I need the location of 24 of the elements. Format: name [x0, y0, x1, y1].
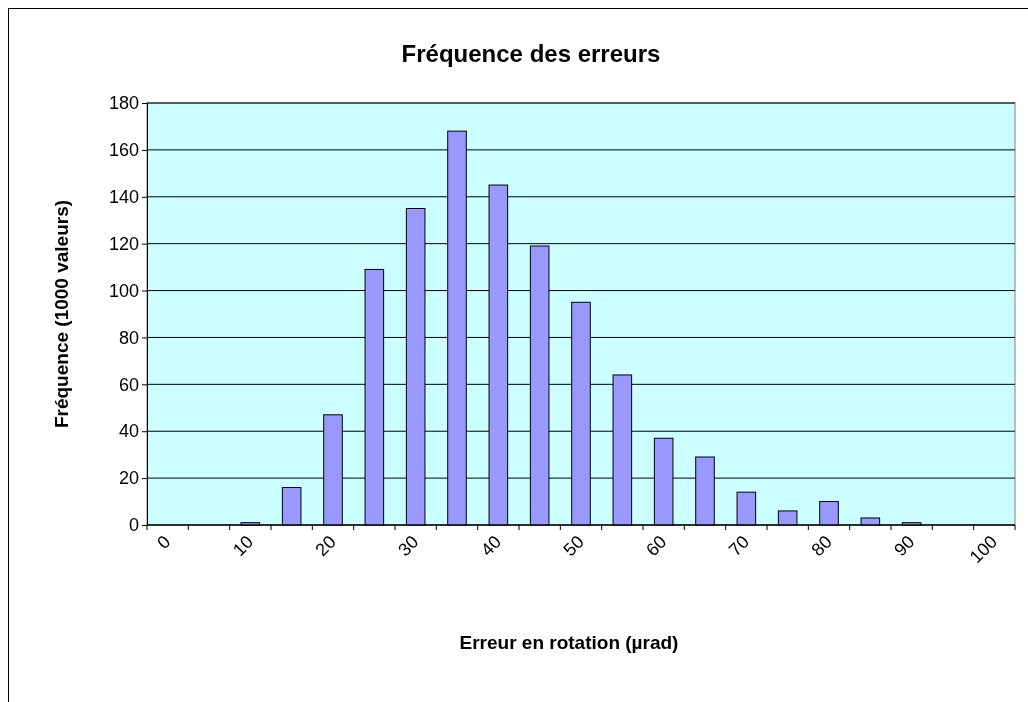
y-tick-label: 60 [118, 374, 139, 395]
y-tick-label: 100 [108, 280, 139, 301]
y-tick-label: 80 [118, 327, 139, 348]
x-axis-title: Erreur en rotation (µrad) [459, 632, 679, 653]
y-axis-title: Fréquence (1000 valeurs) [51, 199, 72, 429]
x-tick-label: 100 [965, 531, 1002, 568]
x-tick-label: 40 [476, 531, 506, 560]
x-tick-label: 50 [559, 531, 588, 560]
y-tick-label: 40 [118, 421, 139, 442]
x-tick-label: 90 [890, 531, 919, 560]
x-tick-label: 20 [311, 531, 340, 560]
x-tick-label: 60 [642, 531, 671, 560]
y-tick-label: 20 [118, 468, 139, 489]
y-tick-label: 180 [108, 93, 139, 114]
x-tick-label: 70 [724, 531, 754, 560]
y-tick-label: 0 [128, 515, 139, 536]
y-tick-label: 160 [108, 140, 139, 161]
y-tick-label: 140 [108, 187, 139, 208]
y-tick-label: 120 [108, 233, 139, 254]
x-tick-label: 0 [153, 531, 175, 553]
x-tick-label: 30 [394, 531, 423, 560]
chart-title: Fréquence des erreurs [401, 40, 661, 67]
x-tick-label: 80 [807, 531, 836, 560]
x-tick-label: 10 [228, 531, 258, 560]
